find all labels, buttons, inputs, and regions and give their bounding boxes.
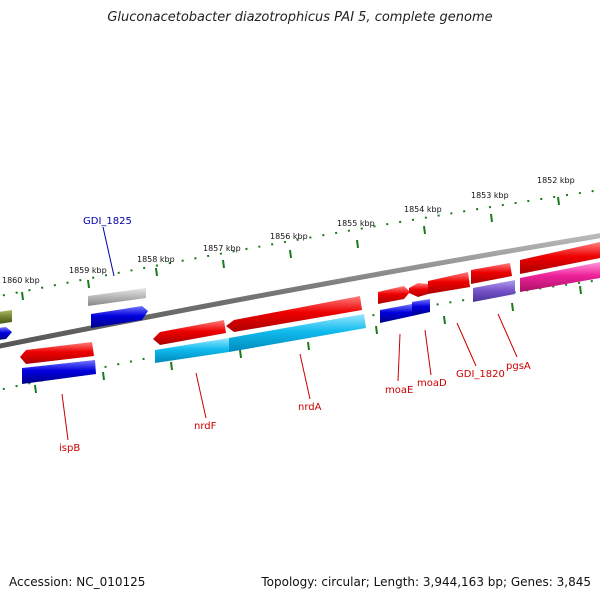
kbp-label: 1855 kbp	[337, 219, 375, 228]
gene-right-red	[520, 242, 600, 274]
inner-major-ticks	[34, 285, 582, 394]
kbp-label: 1854 kbp	[404, 205, 442, 214]
gene-nrdA-red	[226, 296, 362, 332]
kbp-labels: 1860 kbp 1859 kbp 1858 kbp 1857 kbp 1856…	[2, 176, 575, 285]
kbp-label: 1857 kbp	[203, 244, 241, 253]
leader-moaD	[424, 329, 432, 376]
label-ispB: ispB	[59, 443, 80, 454]
label-moaE: moaE	[385, 385, 413, 396]
label-leaders	[61, 226, 518, 441]
genome-backbone	[0, 233, 600, 349]
kbp-label: 1852 kbp	[537, 176, 575, 185]
gene-pgsA-slate	[473, 280, 515, 302]
gene-moaD-blue	[412, 299, 430, 316]
label-nrdF: nrdF	[194, 421, 217, 432]
gene-nrdF-lightblue	[155, 338, 229, 363]
accession-text: Accession: NC_010125	[9, 575, 146, 589]
kbp-label: 1853 kbp	[471, 191, 509, 200]
label-gdi1825: GDI_1825	[83, 216, 132, 227]
leader-moaE	[397, 333, 401, 382]
gene-gdi1825-blue	[91, 306, 148, 328]
gene-nrdA-lightblue	[229, 314, 366, 352]
gene-moaE-red	[378, 286, 410, 304]
kbp-label: 1860 kbp	[2, 276, 40, 285]
gene-moaD-red	[409, 283, 428, 297]
gene-left-blue	[0, 327, 12, 340]
outer-major-ticks	[21, 196, 560, 301]
label-moaD: moaD	[417, 378, 447, 389]
topology-summary: Topology: circular; Length: 3,944,163 bp…	[261, 575, 591, 589]
gene-moaE-blue	[380, 304, 412, 323]
leader-pgsA	[497, 313, 518, 358]
forward-features	[0, 242, 600, 328]
leader-nrdA	[299, 353, 311, 400]
leader-nrdF	[195, 372, 207, 419]
gene-ispB-blue	[22, 360, 96, 384]
leader-gdi1820	[456, 322, 477, 367]
kbp-label: 1856 kbp	[270, 232, 308, 241]
map-title: Gluconacetobacter diazotrophicus PAI 5, …	[107, 10, 493, 25]
gene-left-olive	[0, 310, 12, 324]
kbp-label: 1858 kbp	[137, 255, 175, 264]
label-gdi1820: GDI_1820	[456, 369, 505, 380]
gene-gdi1825-grey	[88, 288, 146, 306]
label-nrdA: nrdA	[298, 402, 322, 413]
gene-gdi1820-red	[428, 272, 470, 294]
label-pgsA: pgsA	[506, 361, 531, 372]
leader-gdi1825	[102, 226, 115, 277]
gene-nrdF-red	[153, 320, 226, 345]
gene-pgsA-red	[471, 263, 512, 284]
gene-right-pink	[520, 262, 600, 292]
gene-ispB-red	[20, 342, 94, 364]
reverse-features	[0, 296, 430, 384]
gene-labels: GDI_1825 ispB nrdF nrdA moaE moaD GDI_18…	[59, 216, 531, 454]
kbp-label: 1859 kbp	[69, 266, 107, 275]
leader-ispB	[61, 393, 69, 441]
